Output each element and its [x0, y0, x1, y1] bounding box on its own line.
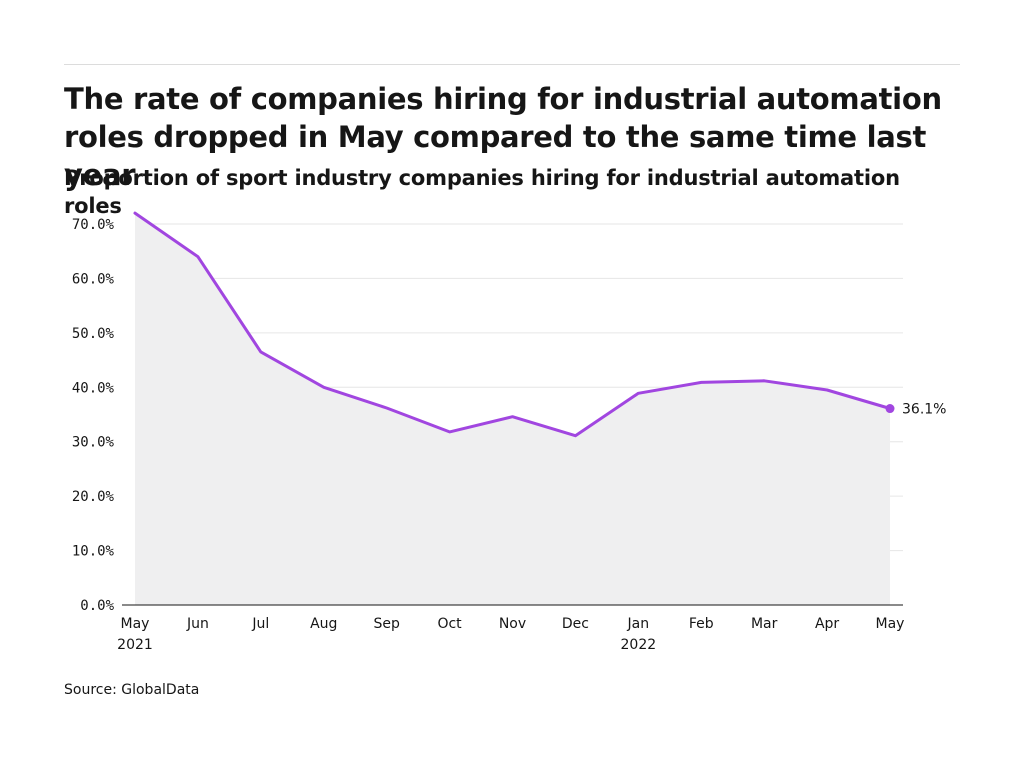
y-tick-label: 50.0% — [72, 326, 115, 342]
source-note: Source: GlobalData — [64, 682, 200, 698]
y-axis-ticks: 0.0% 10.0% 20.0% 30.0% 40.0% 50.0% 60.0% 70.0% — [72, 217, 115, 614]
y-tick-label: 40.0% — [72, 380, 115, 396]
top-divider — [64, 64, 960, 65]
x-tick-label: Nov — [499, 616, 526, 632]
x-tick-label: Sep — [373, 616, 400, 632]
x-tick-label: Jun — [186, 616, 209, 632]
y-tick-label: 0.0% — [80, 598, 114, 614]
x-axis-ticks: May 2021 Jun Jul Aug Sep Oct Nov Dec Jan 2022 Feb Ma… — [117, 616, 904, 653]
line-area-chart: 0.0%10.0%20.0%30.0%40.0%50.0%60.0%70.0% … — [72, 211, 946, 653]
x-tick-label: Oct — [437, 616, 462, 632]
y-tick-label: 10.0% — [72, 544, 115, 560]
x-tick-label: Dec — [562, 616, 589, 632]
x-tick-label: Mar — [751, 616, 778, 632]
x-tick-label: May — [876, 616, 905, 632]
end-value-label: 36.1% — [902, 402, 946, 418]
x-tick-year-label: 2021 — [117, 637, 153, 653]
area-fill — [135, 213, 890, 605]
series-line — [133, 211, 892, 438]
y-tick-label: 70.0% — [72, 217, 115, 233]
data-points: 36.1% — [885, 402, 946, 418]
chart-subtitle: Proportion of sport industry companies h… — [64, 166, 900, 218]
chart-title: The rate of companies hiring for industr… — [64, 82, 942, 192]
x-tick-label: Jul — [251, 616, 269, 632]
x-tick-label: Jan — [627, 616, 650, 632]
y-tick-label: 20.0% — [72, 489, 115, 505]
end-point-marker — [885, 404, 895, 414]
x-tick-label: Apr — [815, 616, 839, 632]
x-tick-year-label: 2022 — [621, 637, 657, 653]
y-tick-label: 60.0% — [72, 271, 115, 287]
x-tick-label: May — [121, 616, 150, 632]
x-tick-label: Aug — [310, 616, 337, 632]
x-tick-label: Feb — [689, 616, 714, 632]
y-tick-label: 30.0% — [72, 435, 115, 451]
